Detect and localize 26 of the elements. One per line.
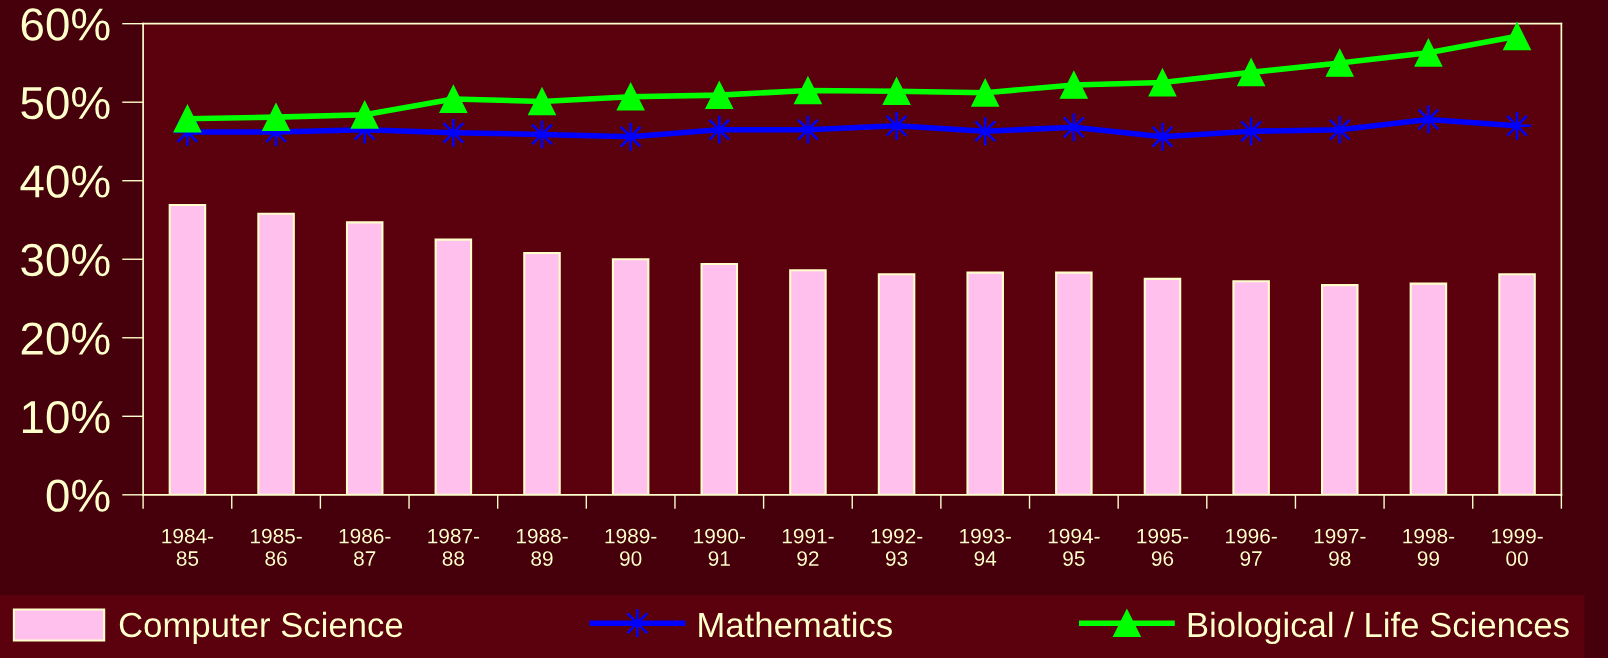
x-tick-label: 1989-90 [605, 528, 657, 566]
x-tick-label: 1997-98 [1314, 528, 1366, 566]
y-tick-label: 50% [21, 86, 110, 120]
x-tick-label: 1984-85 [162, 528, 214, 566]
x-tick-label: 1990-91 [694, 528, 745, 566]
x-tick-label: 1988-89 [516, 528, 568, 566]
legend-label: Mathematics [699, 611, 892, 638]
x-tick-label: 1991-92 [782, 528, 834, 566]
legend-label: Biological / Life Sciences [1188, 611, 1569, 645]
x-tick-label: 1999-00 [1492, 528, 1543, 566]
y-tick-label: 30% [21, 243, 110, 277]
y-tick-label: 40% [20, 165, 110, 198]
y-tick-label: 20% [21, 322, 110, 355]
x-tick-label: 1995-96 [1137, 528, 1189, 566]
x-tick-label: 1996-97 [1226, 528, 1277, 566]
x-tick-label: 1985-86 [251, 528, 302, 566]
legend-label: Computer Science [119, 611, 403, 645]
y-tick-label: 0% [46, 479, 110, 512]
x-tick-label: 1993-94 [960, 528, 1011, 566]
x-tick-label: 1986-87 [339, 528, 391, 566]
x-tick-label: 1987-88 [428, 528, 480, 566]
x-tick-label: 1992-93 [871, 528, 923, 566]
y-tick-label: 60% [21, 8, 110, 41]
x-tick-label: 1998-99 [1403, 528, 1455, 566]
x-tick-label: 1994-95 [1048, 528, 1100, 566]
y-tick-label: 10% [22, 400, 110, 434]
